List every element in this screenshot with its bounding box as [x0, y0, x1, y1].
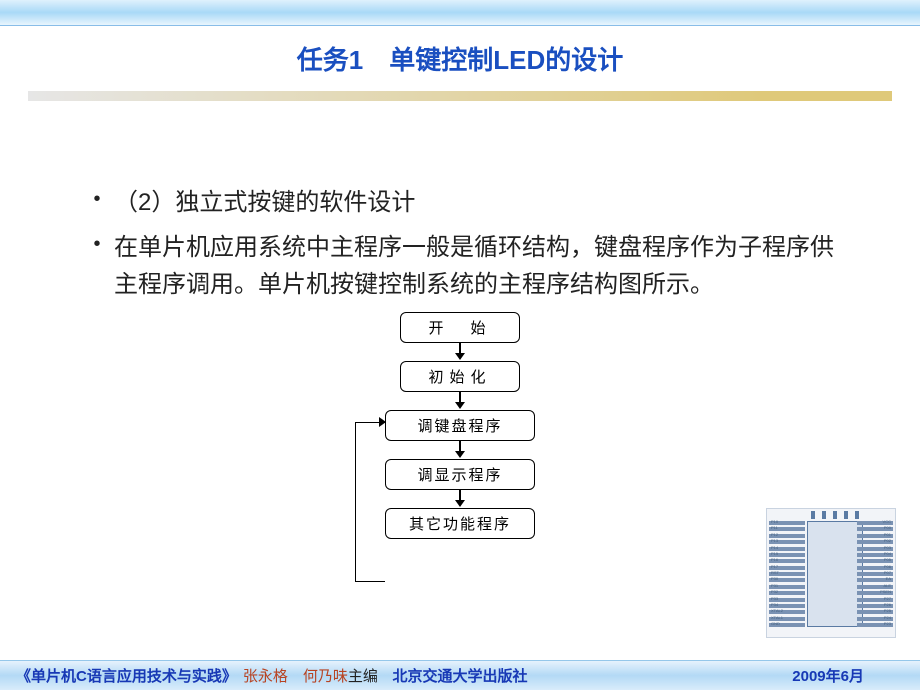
- header-gradient-bar: [0, 0, 920, 26]
- bullet-text: （2）独立式按键的软件设计: [114, 184, 840, 221]
- footer-publisher: 北京交通大学出版社: [392, 665, 527, 686]
- flowchart-loop-arrow: [379, 417, 386, 427]
- footer-author-names: 张永格 何乃味: [243, 668, 348, 685]
- footer-editor-suffix: 主编: [348, 668, 378, 685]
- footer-authors: 张永格 何乃味主编: [243, 665, 378, 686]
- flow-arrow: [385, 490, 535, 508]
- mcu-schematic-thumbnail: P10P11 P12P13 P14P15 P16P17 RSTP30 P31P3…: [766, 508, 896, 638]
- chip-pins-left: P10P11 P12P13 P14P15 P16P17 RSTP30 P31P3…: [769, 521, 807, 627]
- footer-bar: 《单片机C语言应用技术与实践》 张永格 何乃味主编 北京交通大学出版社 2009…: [0, 660, 920, 690]
- flowchart: 开 始 初始化 调键盘程序 调显示程序 其它功能程序: [385, 312, 535, 539]
- chip-pins-right: VCCP00 P01P02 P03P04 P05P06 P07EA ALEPSE…: [855, 521, 893, 627]
- chip-top-pins: [807, 511, 863, 519]
- footer-date: 2009年6月: [792, 665, 864, 686]
- flow-node-keyboard: 调键盘程序: [385, 410, 535, 441]
- flow-arrow: [385, 392, 535, 410]
- flow-arrow: [385, 441, 535, 459]
- title-divider: [28, 91, 893, 101]
- footer-book-title: 《单片机C语言应用技术与实践》: [16, 665, 237, 686]
- bullet-item: • （2）独立式按键的软件设计: [80, 184, 840, 221]
- slide-title: 任务1 单键控制LED的设计: [0, 40, 920, 77]
- flow-node-other: 其它功能程序: [385, 508, 535, 539]
- flowchart-container: 开 始 初始化 调键盘程序 调显示程序 其它功能程序: [80, 312, 840, 539]
- content-area: • （2）独立式按键的软件设计 • 在单片机应用系统中主程序一般是循环结构，键盘…: [0, 129, 920, 539]
- bullet-text: 在单片机应用系统中主程序一般是循环结构，键盘程序作为子程序供主程序调用。单片机按…: [114, 229, 840, 303]
- bullet-marker: •: [80, 229, 114, 303]
- flow-arrow: [385, 343, 535, 361]
- flow-node-init: 初始化: [400, 361, 520, 392]
- flow-node-start: 开 始: [400, 312, 520, 343]
- flow-node-display: 调显示程序: [385, 459, 535, 490]
- bullet-item: • 在单片机应用系统中主程序一般是循环结构，键盘程序作为子程序供主程序调用。单片…: [80, 229, 840, 303]
- bullet-marker: •: [80, 184, 114, 221]
- flowchart-loop-line: [355, 422, 385, 582]
